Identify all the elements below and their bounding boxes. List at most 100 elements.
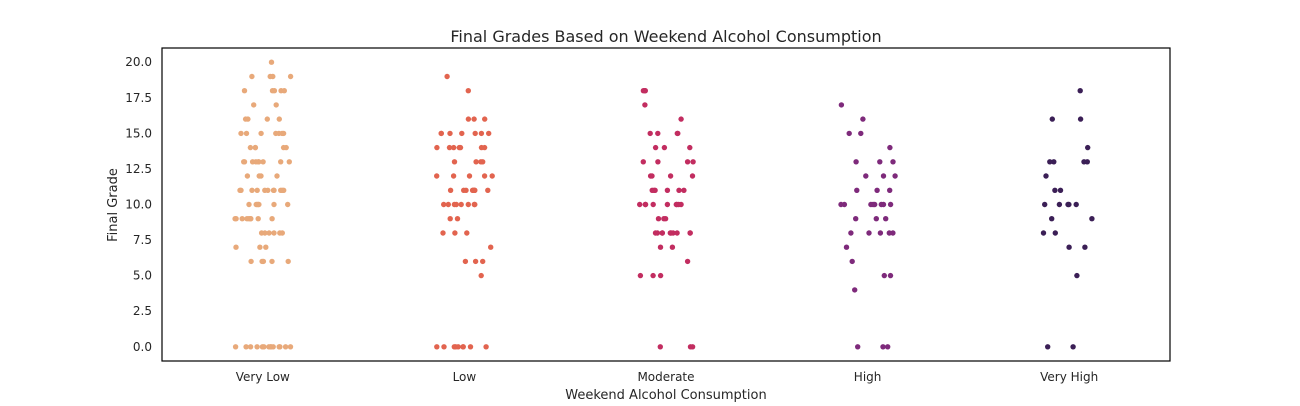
series-1-points — [434, 73, 495, 350]
data-point — [263, 244, 269, 250]
data-point — [669, 244, 676, 250]
data-point — [238, 130, 244, 137]
data-point — [460, 344, 466, 350]
data-point — [441, 201, 447, 208]
data-point — [883, 216, 889, 222]
data-point — [838, 201, 844, 208]
data-point — [877, 230, 884, 236]
data-point — [447, 130, 453, 137]
data-point — [273, 102, 279, 108]
data-point — [637, 272, 644, 279]
data-point — [455, 344, 461, 350]
data-point — [270, 344, 276, 350]
data-point — [256, 201, 262, 208]
data-point — [276, 116, 282, 122]
data-point — [849, 258, 855, 265]
data-point — [478, 159, 484, 165]
data-point — [866, 230, 872, 236]
y-axis-label: Final Grade — [106, 168, 121, 242]
data-point — [887, 272, 894, 279]
data-point — [262, 230, 268, 236]
data-point — [445, 201, 451, 208]
x-axis-label: Weekend Alcohol Consumption — [565, 388, 766, 403]
x-tick-label: Very High — [1040, 370, 1098, 384]
data-point — [486, 130, 492, 137]
data-point — [285, 258, 291, 265]
data-point — [279, 230, 285, 236]
data-point — [674, 230, 680, 236]
data-point — [642, 88, 648, 94]
y-tick-label: 2.5 — [133, 304, 152, 318]
data-point — [838, 102, 845, 108]
data-point — [255, 216, 261, 222]
data-point — [1077, 88, 1083, 94]
data-point — [689, 344, 696, 350]
x-axis-ticks: Very Low Low Moderate High Very High — [236, 370, 1099, 384]
data-point — [252, 144, 259, 151]
data-point — [280, 144, 287, 151]
data-point — [243, 130, 250, 137]
data-point — [465, 88, 471, 94]
data-point — [667, 173, 674, 179]
data-point — [1052, 187, 1058, 193]
data-point — [854, 187, 860, 193]
data-point — [264, 116, 270, 122]
series-4-points — [1040, 88, 1095, 350]
data-point — [651, 187, 657, 193]
data-point — [650, 201, 656, 208]
data-point — [274, 173, 280, 179]
data-point — [473, 159, 479, 165]
data-point — [454, 216, 461, 222]
data-point — [241, 88, 248, 94]
data-point — [489, 173, 495, 179]
data-point — [481, 173, 488, 179]
y-tick-label: 5.0 — [133, 269, 152, 283]
data-point — [467, 344, 474, 350]
y-tick-label: 12.5 — [125, 162, 152, 176]
data-point — [678, 116, 684, 122]
data-point — [286, 159, 292, 165]
data-point — [1045, 344, 1051, 350]
data-point — [843, 244, 850, 250]
data-point — [247, 144, 254, 151]
data-point — [278, 159, 284, 165]
chart-title: Final Grades Based on Weekend Alcohol Co… — [450, 27, 881, 46]
data-point — [881, 272, 887, 279]
data-point — [652, 230, 659, 236]
data-point — [655, 130, 661, 137]
data-point — [464, 230, 470, 236]
data-point — [451, 144, 457, 151]
data-point — [438, 130, 444, 137]
data-point — [852, 287, 858, 293]
data-point — [1077, 116, 1084, 122]
data-point — [650, 272, 656, 279]
data-point — [1085, 144, 1091, 151]
y-tick-label: 15.0 — [125, 126, 152, 140]
data-point — [248, 258, 254, 265]
data-point — [471, 187, 478, 193]
data-point — [444, 73, 450, 80]
data-point — [478, 130, 485, 137]
data-point — [673, 201, 679, 208]
data-point — [652, 144, 659, 151]
x-tick-label: Moderate — [637, 370, 694, 384]
data-point — [266, 230, 272, 236]
data-point — [458, 201, 464, 208]
data-point — [434, 173, 440, 179]
data-point — [1042, 201, 1048, 208]
data-point — [472, 201, 478, 208]
data-point — [661, 216, 667, 222]
data-point — [1073, 201, 1079, 208]
data-point — [872, 201, 878, 208]
plot-frame — [161, 47, 1171, 362]
data-point — [687, 144, 693, 151]
data-point — [232, 344, 239, 350]
data-point — [243, 344, 249, 350]
data-point — [457, 144, 464, 151]
data-point — [239, 216, 245, 222]
data-point — [472, 130, 478, 137]
data-point — [271, 230, 277, 236]
data-point — [485, 187, 491, 193]
data-point — [451, 159, 458, 165]
data-point — [664, 201, 671, 208]
